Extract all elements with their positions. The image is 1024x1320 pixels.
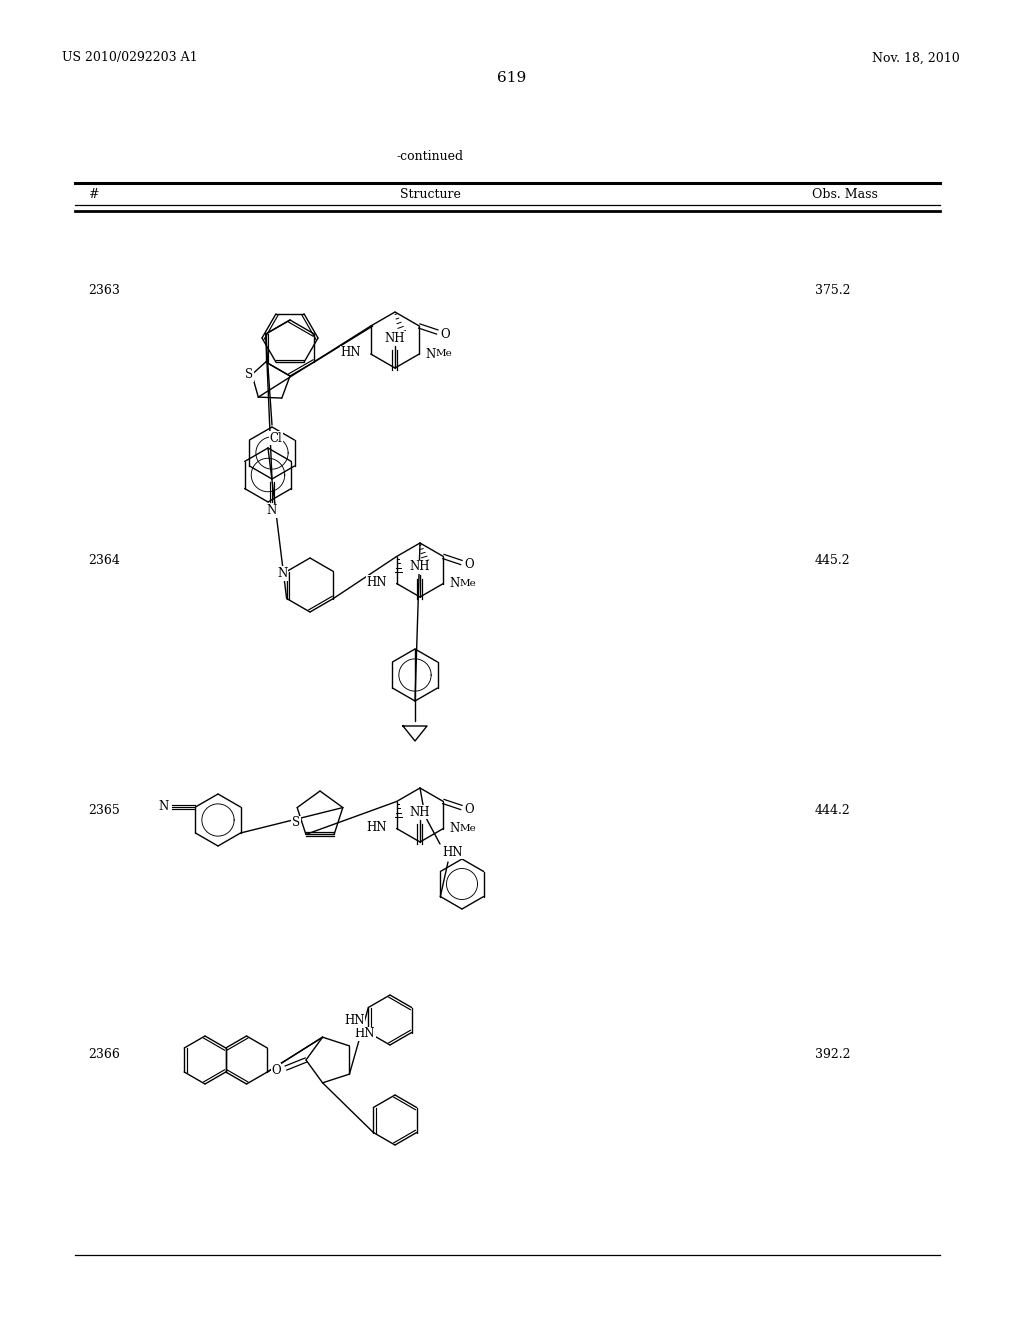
Text: 375.2: 375.2 [814,284,850,297]
Text: 2364: 2364 [88,553,120,566]
Text: US 2010/0292203 A1: US 2010/0292203 A1 [62,51,198,65]
Text: N: N [267,504,278,517]
Text: HN: HN [367,576,387,589]
Text: 619: 619 [498,71,526,84]
Text: N: N [450,822,460,836]
Text: NH: NH [410,805,430,818]
Text: O: O [271,1064,281,1077]
Text: Structure: Structure [399,187,461,201]
Text: N: N [450,577,460,590]
Text: HN: HN [340,346,360,359]
Text: O: O [465,558,474,572]
Text: NH: NH [385,331,406,345]
Text: 2365: 2365 [88,804,120,817]
Text: #: # [88,187,98,201]
Text: N: N [278,568,288,579]
Text: N: N [425,347,435,360]
Text: HN: HN [367,821,387,834]
Text: NH: NH [410,561,430,573]
Text: 2366: 2366 [88,1048,120,1061]
Text: O: O [440,327,451,341]
Text: Nov. 18, 2010: Nov. 18, 2010 [872,51,961,65]
Text: Me: Me [460,579,476,587]
Text: S: S [292,817,300,829]
Text: -continued: -continued [396,150,464,164]
Text: Me: Me [460,824,476,833]
Text: 2363: 2363 [88,284,120,297]
Text: O: O [465,803,474,816]
Text: HN: HN [354,1027,375,1040]
Text: Me: Me [435,350,452,359]
Text: S: S [245,368,253,381]
Text: N: N [159,800,169,813]
Text: 444.2: 444.2 [814,804,850,817]
Text: 392.2: 392.2 [814,1048,850,1061]
Text: 445.2: 445.2 [814,553,850,566]
Text: HN: HN [442,846,463,858]
Text: Obs. Mass: Obs. Mass [812,187,878,201]
Text: HN: HN [344,1014,365,1027]
Text: Cl: Cl [269,432,283,445]
